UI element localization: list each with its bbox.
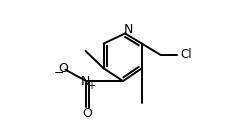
Text: +: + bbox=[86, 81, 94, 91]
Text: −: − bbox=[54, 66, 64, 80]
Text: N: N bbox=[80, 75, 90, 88]
Text: N: N bbox=[123, 23, 133, 36]
Text: Cl: Cl bbox=[180, 48, 191, 62]
Text: O: O bbox=[58, 62, 68, 75]
Text: O: O bbox=[82, 107, 91, 120]
